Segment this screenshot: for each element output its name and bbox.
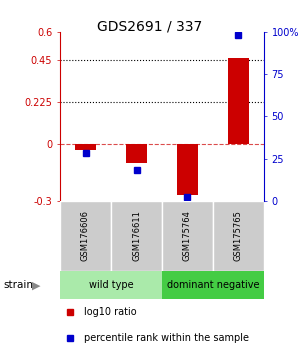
Text: ▶: ▶ bbox=[32, 280, 40, 290]
Bar bbox=[162, 271, 264, 299]
Bar bbox=[162, 201, 213, 271]
Bar bbox=[177, 144, 198, 195]
Text: percentile rank within the sample: percentile rank within the sample bbox=[85, 333, 250, 343]
Bar bbox=[60, 271, 162, 299]
Bar bbox=[75, 144, 96, 150]
Text: GSM175764: GSM175764 bbox=[183, 210, 192, 261]
Text: GSM175765: GSM175765 bbox=[234, 210, 243, 261]
Bar bbox=[126, 144, 147, 163]
Text: log10 ratio: log10 ratio bbox=[85, 307, 137, 317]
Text: GDS2691 / 337: GDS2691 / 337 bbox=[98, 19, 202, 34]
Text: wild type: wild type bbox=[89, 280, 133, 290]
Text: strain: strain bbox=[3, 280, 33, 290]
Text: GSM176611: GSM176611 bbox=[132, 210, 141, 261]
Bar bbox=[111, 201, 162, 271]
Bar bbox=[60, 201, 111, 271]
Text: dominant negative: dominant negative bbox=[167, 280, 259, 290]
Bar bbox=[228, 58, 249, 144]
Text: GSM176606: GSM176606 bbox=[81, 210, 90, 261]
Bar bbox=[213, 201, 264, 271]
